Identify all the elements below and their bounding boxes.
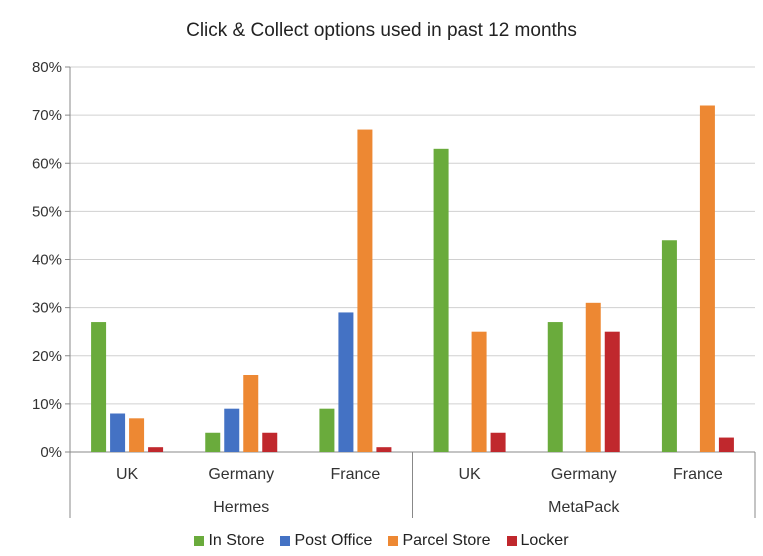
y-tick-label: 80% [32, 59, 62, 76]
y-tick-label: 20% [32, 348, 62, 365]
group-label: MetaPack [548, 499, 620, 516]
bar [243, 375, 259, 452]
bar [585, 302, 601, 452]
y-tick-label: 50% [32, 203, 62, 220]
legend-label: In Store [208, 532, 265, 549]
legend-swatch [194, 536, 205, 546]
bar [224, 408, 240, 452]
bar [129, 418, 145, 452]
bar [110, 413, 126, 452]
x-category-label: France [331, 466, 381, 483]
x-category-label: UK [116, 466, 139, 483]
bar [357, 129, 373, 452]
legend-item: Parcel Store [388, 532, 491, 550]
legend-label: Parcel Store [402, 532, 491, 549]
x-category-label: UK [458, 466, 481, 483]
bar [471, 331, 487, 452]
bar [433, 148, 449, 452]
bar [699, 105, 715, 452]
legend-swatch [506, 536, 517, 546]
y-tick-label: 30% [32, 300, 62, 317]
bar [547, 322, 563, 452]
bar [718, 437, 734, 452]
y-tick-label: 60% [32, 155, 62, 172]
y-tick-label: 70% [32, 107, 62, 124]
legend: In Store Post Office Parcel Store Locker [0, 532, 763, 550]
bar [262, 432, 278, 452]
legend-item: Post Office [280, 532, 372, 550]
bar [490, 432, 506, 452]
legend-swatch [388, 536, 399, 546]
x-category-label: Germany [208, 466, 274, 483]
bar [661, 240, 677, 452]
chart-title: Click & Collect options used in past 12 … [186, 20, 577, 41]
legend-item: In Store [194, 532, 264, 550]
bar [91, 322, 107, 452]
group-label: Hermes [213, 499, 269, 516]
y-tick-label: 0% [40, 444, 62, 461]
bar [604, 331, 620, 452]
legend-swatch [280, 536, 291, 546]
bar [376, 447, 392, 452]
legend-label: Post Office [294, 532, 373, 549]
legend-item: Locker [506, 532, 569, 550]
x-category-label: France [673, 466, 723, 483]
bar [148, 447, 164, 452]
y-tick-label: 10% [32, 396, 62, 413]
legend-label: Locker [520, 532, 569, 549]
bar [338, 312, 354, 452]
bar [319, 408, 335, 452]
y-tick-label: 40% [32, 252, 62, 269]
bar [205, 432, 221, 452]
x-category-label: Germany [551, 466, 617, 483]
